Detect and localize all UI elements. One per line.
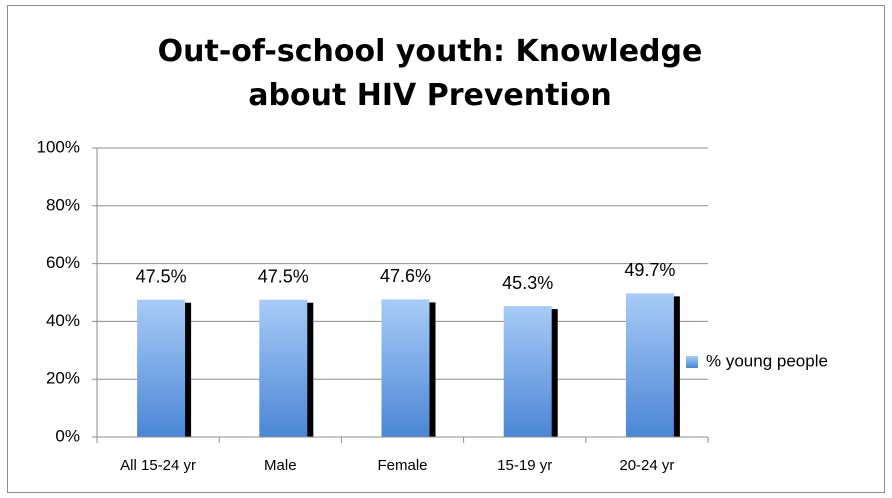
value-label: 47.5%	[136, 266, 187, 286]
y-tick-label: 20%	[46, 369, 80, 388]
value-label: 49.7%	[624, 260, 675, 280]
x-tick-label: 20-24 yr	[619, 457, 674, 474]
y-tick-label: 80%	[46, 195, 80, 214]
bar	[381, 299, 430, 437]
legend-label: % young people	[706, 351, 828, 370]
bar	[259, 299, 308, 437]
y-tick-label: 40%	[46, 311, 80, 330]
x-tick-label: All 15-24 yr	[120, 457, 196, 474]
bar	[503, 306, 552, 437]
value-label: 47.5%	[258, 266, 309, 286]
x-tick-label: 15-19 yr	[497, 457, 552, 474]
bar	[137, 299, 186, 437]
value-label: 45.3%	[502, 273, 553, 293]
y-tick-label: 0%	[55, 426, 80, 445]
bar	[625, 293, 674, 437]
y-tick-label: 100%	[37, 137, 80, 156]
chart-title: Out-of-school youth: Knowledge about HIV…	[157, 34, 703, 113]
x-tick-label: Male	[264, 457, 297, 474]
x-tick-label: Female	[377, 457, 427, 474]
legend-swatch	[686, 356, 698, 368]
value-label: 47.6%	[380, 266, 431, 286]
y-tick-label: 60%	[46, 253, 80, 272]
